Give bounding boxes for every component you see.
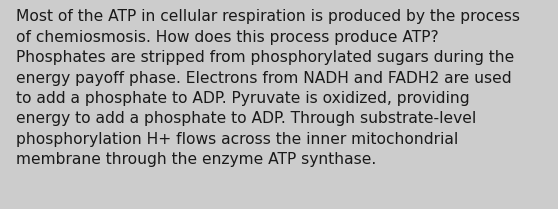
Text: Most of the ATP in cellular respiration is produced by the process
of chemiosmos: Most of the ATP in cellular respiration … — [16, 9, 519, 167]
